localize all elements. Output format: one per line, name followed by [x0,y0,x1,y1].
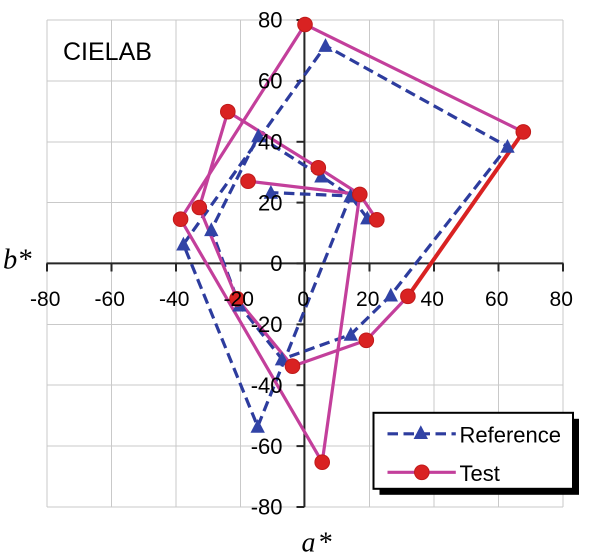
svg-text:20: 20 [258,190,282,215]
svg-text:0: 0 [270,251,282,276]
svg-text:b*: b* [3,245,32,276]
svg-text:-20: -20 [224,288,254,311]
svg-text:40: 40 [421,288,444,311]
svg-text:-80: -80 [251,495,283,520]
svg-text:Test: Test [460,461,500,486]
svg-text:a*: a* [302,528,334,557]
svg-text:40: 40 [258,130,282,155]
svg-text:80: 80 [550,288,573,311]
svg-text:60: 60 [258,69,282,94]
svg-text:-60: -60 [251,434,283,459]
svg-text:80: 80 [258,8,282,33]
svg-text:CIELAB: CIELAB [63,38,152,66]
svg-text:-40: -40 [251,373,283,398]
svg-text:0: 0 [297,288,309,311]
svg-text:-40: -40 [159,288,189,311]
svg-text:-80: -80 [30,288,60,311]
svg-text:-20: -20 [251,312,283,337]
svg-text:60: 60 [485,288,508,311]
svg-text:Reference: Reference [460,422,562,447]
svg-text:20: 20 [356,288,379,311]
svg-text:-60: -60 [95,288,125,311]
